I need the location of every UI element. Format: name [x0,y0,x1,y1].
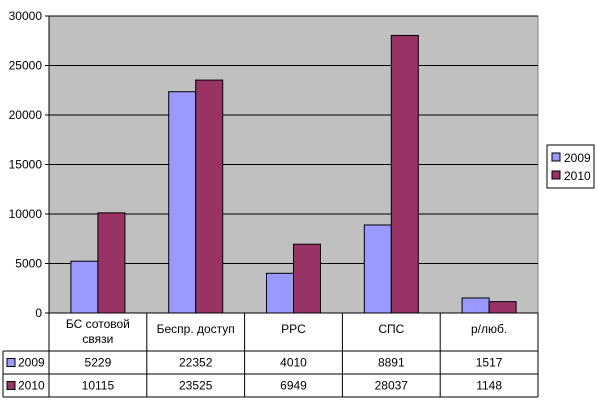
x-tick-label: связи [82,332,113,346]
data-label: 6949 [280,379,307,393]
bar [195,79,224,314]
data-label: 22352 [179,356,213,370]
bar [70,260,99,314]
x-tick-label: р/люб. [471,322,507,336]
y-tick-label: 5000 [15,257,42,271]
y-tick-label: 20000 [9,108,43,122]
x-tick-label: СПС [378,322,404,336]
data-label: 5229 [85,356,112,370]
bar [461,297,490,314]
legend-key [551,170,561,180]
bar [488,301,517,314]
bar [168,91,197,314]
y-tick-label: 30000 [9,9,43,23]
table-series-name: 2009 [18,356,45,370]
plot-area [48,15,539,314]
data-label: 8891 [378,356,405,370]
x-tick-label: Беспр. доступ [157,322,235,336]
table-legend-key [6,381,16,390]
data-label: 1517 [476,356,503,370]
y-axis: 0 5000 10000 15000 20000 25000 30000 [9,9,50,320]
y-tick-label: 15000 [9,158,43,172]
bar [293,243,321,314]
data-label: 23525 [179,379,213,393]
y-tick-label: 25000 [9,59,43,73]
data-label: 4010 [280,356,307,370]
bar [97,212,126,314]
legend: 2009 2010 [546,144,595,189]
table-series-name: 2010 [18,379,45,393]
x-tick-label: PPC [281,322,306,336]
x-tick-label: БС сотовой [66,317,130,331]
y-tick-label: 0 [35,306,42,320]
data-label: 28037 [375,379,409,393]
data-label: 1148 [476,379,502,393]
legend-box [546,144,595,189]
table-legend-key [6,358,16,367]
bar [390,34,419,314]
legend-label: 2010 [564,169,591,183]
bar [266,272,294,314]
legend-key [551,152,561,162]
data-label: 10115 [82,379,115,393]
bar [363,224,392,314]
y-tick-label: 10000 [9,207,43,221]
legend-label: 2009 [564,151,591,165]
